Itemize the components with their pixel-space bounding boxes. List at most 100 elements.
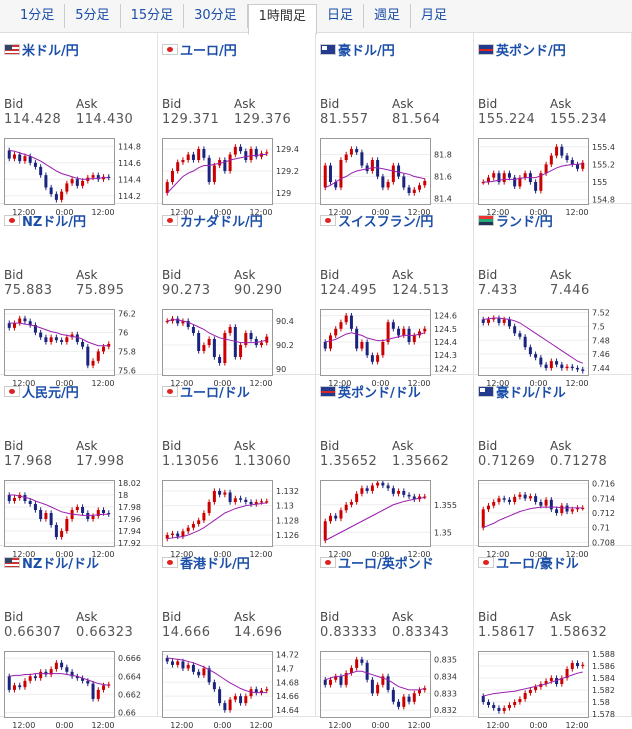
tab-2[interactable]: 15分足 [121,4,185,28]
candle [381,676,385,685]
pair-title-link[interactable]: 英ポンド/円 [478,40,566,59]
candle [365,165,369,171]
pair-title-link[interactable]: ユーロ/ドル [162,382,250,401]
bid-value: 14.666 [162,625,211,640]
tab-3[interactable]: 30分足 [184,4,248,28]
pair-title-link[interactable]: NZドル/ドル [4,553,99,572]
y-tick-label: 1.584 [592,674,615,683]
candle [581,664,585,666]
candle [544,164,548,174]
flag-icon [162,386,178,397]
x-tick-label: 0:00 [530,379,548,387]
pair-name: ランド/円 [496,215,553,230]
flag-icon [478,215,494,226]
pair-title-link[interactable]: 豪ドル/ドル [478,382,566,401]
y-tick-label: 18 [118,491,128,500]
candle [423,688,427,690]
y-tick-label: 0.71 [592,524,610,533]
candle [391,322,395,329]
x-tick-label: 0:00 [530,721,548,729]
pair-title-link[interactable]: 米ドル/円 [4,40,79,59]
price-chart[interactable]: 0.716 0.714 0.712 0.71 0.708 12:00 0:00 12:00 [478,480,628,558]
candle [502,319,506,323]
candle [181,531,185,537]
pair-title-link[interactable]: 英ポンド/ドル [320,382,421,401]
candle [360,342,364,349]
pair-title-link[interactable]: 豪ドル/円 [320,40,395,59]
y-tick-label: 17.98 [118,503,141,512]
x-tick-label: 12:00 [407,208,430,216]
pair-title-link[interactable]: NZドル/円 [4,211,86,230]
tab-0[interactable]: 1分足 [10,4,66,28]
pair-title-link[interactable]: ユーロ/英ポンド [320,553,434,572]
pair-title-link[interactable]: スイスフラン/円 [320,211,433,230]
tab-6[interactable]: 週足 [364,4,411,28]
candle [344,504,348,511]
price-chart[interactable]: 114.8 114.6 114.4 114.2 12:00 0:00 12:00 [4,138,154,216]
candle [212,682,216,690]
candle [81,180,85,186]
price-chart[interactable]: 1.355 1.35 12:00 0:00 12:00 [320,480,470,558]
price-chart[interactable]: 76.2 76 75.8 75.6 12:00 0:00 12:00 [4,309,154,387]
price-chart[interactable]: 129.4 129.2 129 12:00 0:00 12:00 [162,138,312,216]
x-tick-label: 0:00 [372,721,390,729]
pair-title-link[interactable]: ランド/円 [478,211,553,230]
y-tick-label: 154.8 [592,196,615,205]
moving-average-line [325,497,425,541]
pair-title-link[interactable]: カナダドル/円 [162,211,263,230]
candle [576,663,580,666]
candle [370,485,374,491]
price-chart[interactable]: 155.4 155.2 155 154.8 12:00 0:00 12:00 [478,138,628,216]
candle [207,157,211,182]
candle [233,327,237,357]
price-chart[interactable]: 18.02 18 17.98 17.96 17.94 17.92 12:00 0:00 12:0… [4,480,154,558]
price-chart[interactable]: 1.588 1.586 1.584 1.582 1.58 1.578 12:00 0:00 12… [478,651,628,729]
pair-title-link[interactable]: ユーロ/円 [162,40,237,59]
x-tick-label: 12:00 [170,550,193,558]
price-chart[interactable]: 0.835 0.834 0.833 0.832 12:00 0:00 12:00 [320,651,470,729]
chart-frame [162,651,273,718]
price-chart[interactable]: 14.72 14.7 14.68 14.66 14.64 12:00 0:00 12:00 [162,651,312,729]
price-chart[interactable]: 7.52 7.5 7.48 7.46 7.44 12:00 0:00 12:00 [478,309,628,387]
candle [107,513,111,515]
pair-name: ユーロ/豪ドル [496,557,579,572]
moving-average-line [9,322,109,347]
price-chart[interactable]: 124.6 124.5 124.4 124.3 124.2 12:00 0:00 12:00 [320,309,470,387]
y-tick-label: 114.2 [118,192,141,201]
x-tick-label: 12:00 [565,379,588,387]
flag-icon [320,386,336,397]
moving-average-line [483,671,583,697]
price-chart[interactable]: 0.666 0.664 0.662 0.66 12:00 0:00 12:00 [4,651,154,729]
pair-title-link[interactable]: 香港ドル/円 [162,553,250,572]
bid-value: 114.428 [4,112,62,127]
candle [423,328,427,332]
candle [81,678,85,681]
candle [33,676,37,679]
pair-card: 豪ドル/円 Bid Ask 81.557 81.564 81.8 81.6 81.4 12:00… [316,33,474,216]
ask-label: Ask [550,610,572,624]
tab-5[interactable]: 日足 [317,4,364,28]
y-tick-label: 114.8 [118,142,141,151]
ask-label: Ask [392,610,414,624]
tab-1[interactable]: 5分足 [65,4,121,28]
pair-title-link[interactable]: ユーロ/豪ドル [478,553,579,572]
tab-4[interactable]: 1時間足 [247,4,317,35]
price-chart[interactable]: 81.8 81.6 81.4 12:00 0:00 12:00 [320,138,470,216]
y-tick-label: 1.13 [276,502,294,511]
pair-title-link[interactable]: 人民元/円 [4,382,79,401]
ask-value: 81.564 [392,112,441,127]
candle [534,687,538,690]
candle [360,488,364,494]
candle [360,659,364,663]
candle [407,187,411,193]
candle [28,156,32,163]
candle [75,334,79,342]
x-tick-label: 12:00 [486,550,509,558]
chart-frame [4,138,115,205]
price-chart[interactable]: 1.132 1.13 1.128 1.126 12:00 0:00 12:00 [162,480,312,558]
price-chart[interactable]: 90.4 90.2 90 12:00 0:00 12:00 [162,309,312,387]
candle [186,154,190,160]
chart-frame [4,480,115,547]
candle [239,345,243,357]
tab-7[interactable]: 月足 [420,8,447,23]
